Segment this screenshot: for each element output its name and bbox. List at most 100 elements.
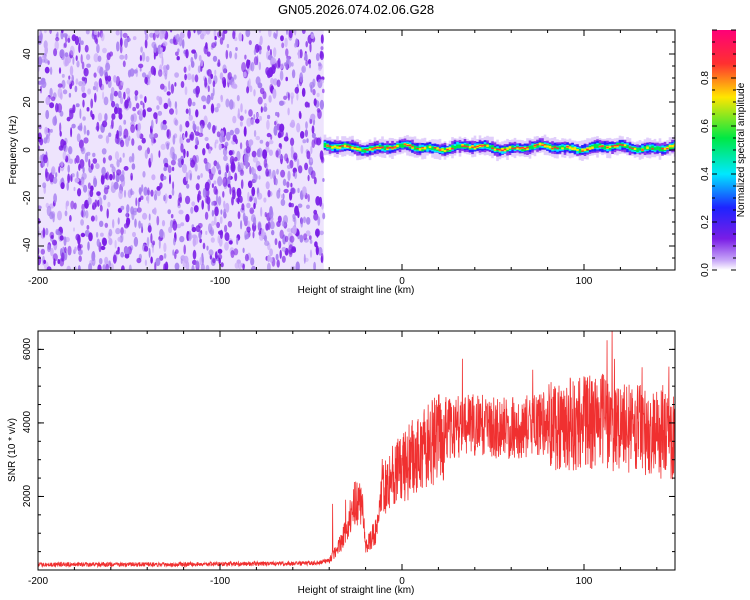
noise-speckle (120, 81, 125, 86)
top-x-axis-label: Height of straight line (km) (298, 285, 415, 296)
bottom-xtick-label: 100 (576, 576, 593, 587)
signal-band-cell (543, 144, 547, 146)
noise-speckle (49, 30, 52, 34)
noise-speckle (185, 213, 190, 223)
noise-speckle (162, 119, 167, 125)
signal-band-cell (643, 146, 647, 150)
noise-speckle (114, 135, 120, 144)
signal-band-cell (326, 145, 329, 147)
noise-speckle (170, 214, 174, 219)
noise-speckle (69, 215, 72, 222)
noise-speckle (281, 246, 287, 252)
signal-band-cell (451, 145, 454, 150)
noise-speckle (92, 152, 96, 158)
noise-speckle (159, 47, 163, 52)
signal-band-cell (551, 147, 554, 150)
noise-speckle (115, 250, 120, 255)
noise-speckle (311, 125, 315, 134)
noise-speckle (220, 262, 224, 268)
noise-speckle (208, 148, 212, 154)
noise-speckle (180, 258, 183, 265)
signal-band-cell (616, 145, 619, 148)
signal-band-cell (498, 149, 502, 151)
signal-band-cell (351, 146, 354, 150)
noise-speckle (75, 78, 79, 85)
noise-speckle (211, 209, 215, 217)
signal-band-cell (571, 147, 574, 150)
noise-speckle (225, 98, 230, 108)
noise-speckle (234, 37, 238, 42)
noise-speckle (186, 138, 191, 143)
noise-speckle (72, 56, 75, 65)
noise-speckle (47, 60, 50, 65)
top-xtick-label: 0 (399, 276, 405, 287)
noise-speckle (247, 191, 250, 202)
noise-speckle (220, 96, 224, 103)
noise-speckle (242, 263, 245, 270)
noise-speckle (194, 144, 198, 150)
noise-speckle (186, 183, 190, 189)
noise-speckle (187, 30, 191, 39)
noise-speckle (134, 94, 138, 101)
noise-speckle (88, 232, 93, 242)
signal-band-cell (631, 147, 634, 149)
noise-speckle (234, 172, 238, 182)
signal-band-cell (671, 145, 674, 148)
noise-speckle (305, 59, 309, 67)
signal-band-cell (618, 144, 622, 146)
noise-speckle (144, 149, 149, 159)
noise-speckle (207, 162, 212, 170)
signal-band-cell (338, 146, 342, 149)
noise-speckle (109, 163, 114, 168)
noise-speckle (139, 67, 142, 72)
noise-speckle (84, 44, 89, 53)
signal-band-cell (648, 146, 652, 150)
noise-speckle (147, 187, 150, 196)
noise-speckle (153, 52, 156, 60)
noise-speckle (68, 146, 72, 155)
signal-band-cell (573, 147, 577, 150)
signal-band-cell (598, 143, 602, 148)
noise-speckle (292, 172, 296, 177)
noise-speckle (123, 128, 129, 139)
noise-speckle (142, 102, 145, 109)
noise-speckle (179, 31, 185, 39)
noise-speckle (306, 217, 311, 225)
noise-speckle (73, 227, 75, 232)
signal-band-cell (383, 146, 387, 151)
signal-band-cell (376, 146, 379, 148)
noise-speckle (136, 207, 142, 213)
signal-band-cell (668, 145, 672, 150)
signal-band-cell (581, 150, 584, 152)
signal-band-cell (561, 147, 564, 150)
noise-speckle (185, 108, 189, 114)
noise-speckle (159, 30, 164, 40)
signal-band-cell (596, 144, 599, 148)
noise-speckle (217, 196, 222, 206)
signal-band-cell (658, 146, 662, 152)
noise-speckle (316, 230, 319, 238)
noise-speckle (110, 181, 115, 191)
noise-speckle (262, 149, 268, 160)
noise-speckle (44, 58, 48, 64)
noise-speckle (259, 233, 264, 241)
signal-band-cell (476, 145, 479, 147)
signal-band-cell (521, 147, 524, 149)
noise-speckle (191, 74, 195, 83)
signal-band-cell (623, 144, 627, 148)
noise-speckle (194, 74, 199, 83)
noise-speckle (276, 168, 279, 175)
noise-speckle (117, 217, 120, 225)
noise-speckle (139, 94, 143, 99)
noise-speckle (58, 67, 62, 74)
signal-band-cell (451, 148, 454, 150)
signal-band-cell (561, 145, 564, 149)
noise-speckle (135, 102, 140, 109)
noise-speckle (257, 147, 263, 158)
noise-speckle (140, 46, 143, 53)
noise-speckle (61, 73, 65, 78)
signal-band-cell (513, 147, 517, 149)
noise-speckle (82, 99, 85, 108)
noise-speckle (307, 174, 310, 182)
noise-speckle (82, 116, 86, 121)
